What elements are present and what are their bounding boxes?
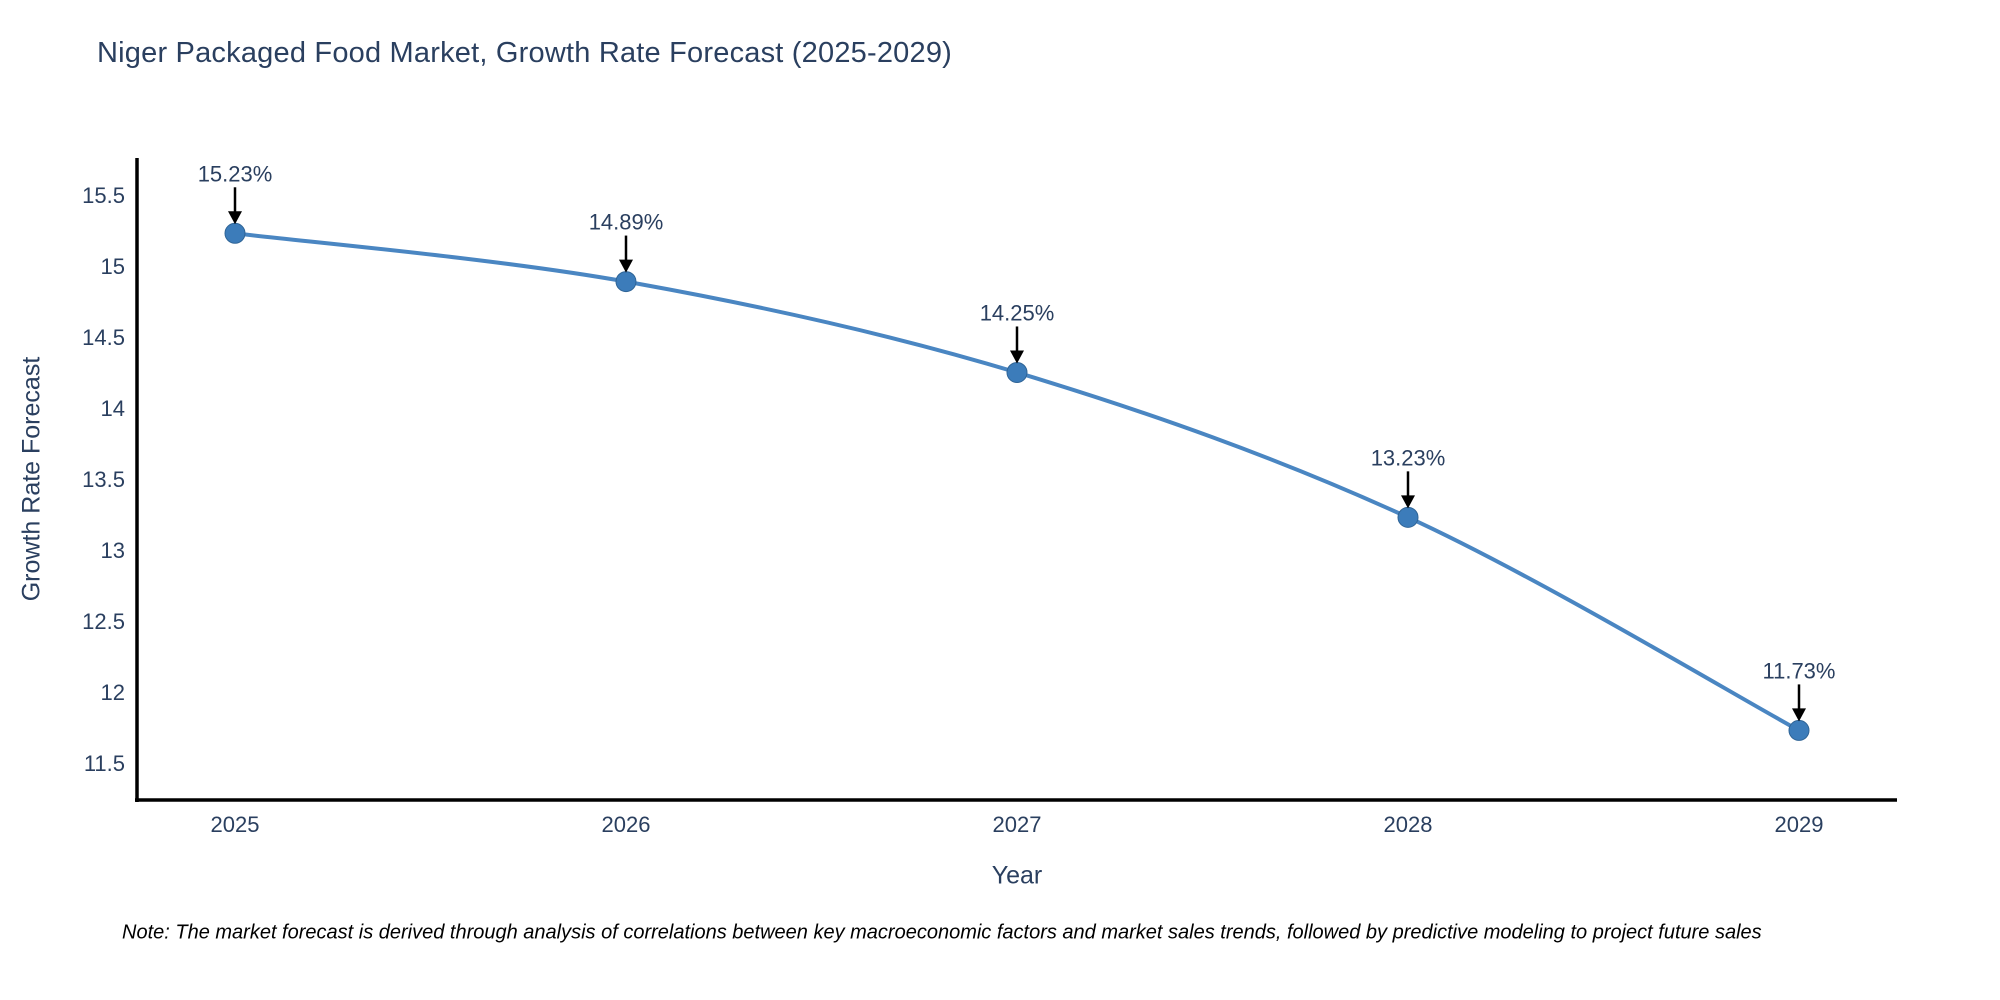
y-tick-label: 14 [101,396,125,421]
data-point-2029[interactable] [1788,719,1810,741]
footnote: Note: The market forecast is derived thr… [122,921,1762,944]
data-point-label: 15.23% [198,161,273,186]
y-tick-label: 13.5 [82,467,125,492]
annotation-arrowhead [1010,350,1024,364]
annotation-arrowhead [619,259,633,273]
data-point-label: 14.89% [589,210,664,235]
data-point-label: 13.23% [1371,445,1446,470]
y-tick-label: 15 [101,254,125,279]
annotation-arrowhead [1792,708,1806,722]
data-point-2025[interactable] [224,222,246,244]
annotation-arrowhead [228,211,242,225]
y-tick-label: 13 [101,538,125,563]
x-axis-title: Year [991,861,1043,890]
x-tick-label: 2026 [602,812,651,837]
x-tick-label: 2025 [211,812,260,837]
y-tick-label: 11.5 [84,751,125,776]
data-point-label: 11.73% [1763,658,1836,683]
data-point-label: 14.25% [980,300,1055,325]
y-tick-label: 12.5 [82,609,125,634]
chart-title: Niger Packaged Food Market, Growth Rate … [97,37,953,69]
x-tick-label: 2028 [1384,812,1433,837]
y-tick-label: 14.5 [82,325,125,350]
data-point-2027[interactable] [1006,361,1028,383]
x-tick-label: 2027 [993,812,1042,837]
y-tick-label: 15.5 [82,183,125,208]
x-tick-label: 2029 [1775,812,1824,837]
y-tick-label: 12 [101,680,125,705]
data-point-2026[interactable] [615,271,637,293]
data-point-2028[interactable] [1397,506,1419,528]
annotation-arrowhead [1401,495,1415,509]
